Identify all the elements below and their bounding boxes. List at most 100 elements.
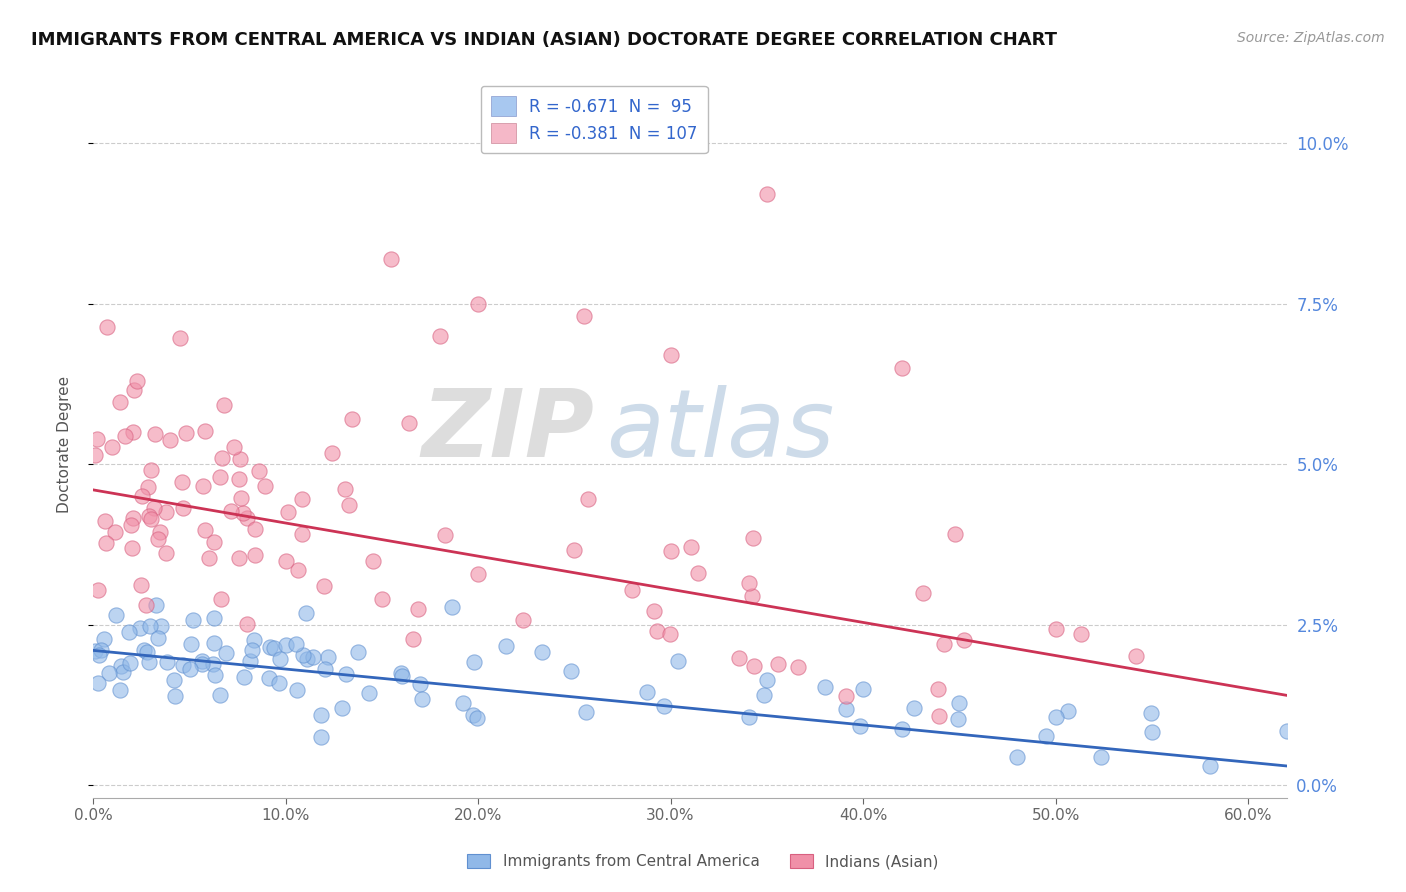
Point [215, 646, 238, 660]
Point [316, 649, 339, 664]
Point [135, 598, 157, 612]
Point [411, 692, 433, 706]
Point [149, 619, 172, 633]
Point [728, 651, 751, 665]
Point [389, 665, 412, 680]
Point [406, 601, 429, 615]
Point [285, 683, 308, 698]
Point [236, 616, 259, 631]
Point [946, 712, 969, 726]
Point [104, 524, 127, 539]
Point [181, 613, 204, 627]
Point [465, 711, 488, 725]
Point [813, 680, 835, 694]
Point [120, 656, 142, 670]
Point [645, 624, 668, 639]
Point [194, 424, 217, 438]
Point [335, 667, 357, 681]
Point [229, 491, 252, 505]
Point [287, 563, 309, 577]
Point [741, 589, 763, 603]
Point [148, 532, 170, 546]
Point [149, 524, 172, 539]
Point [89, 648, 111, 663]
Point [1070, 627, 1092, 641]
Point [228, 550, 250, 565]
Point [122, 425, 145, 440]
Point [1056, 704, 1078, 718]
Point [371, 592, 394, 607]
Point [1045, 710, 1067, 724]
Point [136, 479, 159, 493]
Point [943, 527, 966, 541]
Point [754, 688, 776, 702]
Point [1035, 730, 1057, 744]
Point [202, 635, 225, 649]
Text: Source: ZipAtlas.com: Source: ZipAtlas.com [1237, 31, 1385, 45]
Point [209, 688, 232, 702]
Point [114, 429, 136, 443]
Point [932, 637, 955, 651]
Text: atlas: atlas [606, 385, 835, 476]
Point [247, 464, 270, 478]
Text: ZIP: ZIP [422, 384, 595, 477]
Point [440, 600, 463, 615]
Point [755, 673, 778, 687]
Point [138, 656, 160, 670]
Point [163, 690, 186, 704]
Point [903, 701, 925, 715]
Point [228, 472, 250, 486]
Point [170, 475, 193, 490]
Point [145, 599, 167, 613]
Point [229, 452, 252, 467]
Point [232, 506, 254, 520]
Point [1005, 750, 1028, 764]
Point [312, 579, 335, 593]
Point [330, 700, 353, 714]
Point [90, 642, 112, 657]
Point [122, 383, 145, 397]
Point [267, 675, 290, 690]
Point [118, 624, 141, 639]
Point [98, 665, 121, 680]
Point [222, 440, 245, 454]
Point [890, 360, 912, 375]
Point [129, 621, 152, 635]
Point [208, 469, 231, 483]
Point [1198, 759, 1220, 773]
Point [233, 669, 256, 683]
Point [1125, 649, 1147, 664]
Point [666, 654, 689, 668]
Point [380, 252, 402, 266]
Point [129, 578, 152, 592]
Point [333, 482, 356, 496]
Point [337, 498, 360, 512]
Point [737, 576, 759, 591]
Point [209, 592, 232, 607]
Point [409, 677, 432, 691]
Point [467, 566, 489, 581]
Point [575, 705, 598, 719]
Point [174, 425, 197, 440]
Point [259, 640, 281, 654]
Point [179, 662, 201, 676]
Point [134, 643, 156, 657]
Point [110, 659, 132, 673]
Point [361, 554, 384, 568]
Point [314, 662, 336, 676]
Point [621, 582, 644, 597]
Point [263, 640, 285, 655]
Legend: Immigrants from Central America, Indians (Asian): Immigrants from Central America, Indians… [461, 848, 945, 875]
Point [658, 627, 681, 641]
Point [461, 707, 484, 722]
Point [191, 657, 214, 671]
Point [135, 644, 157, 658]
Point [766, 657, 789, 672]
Point [274, 638, 297, 652]
Point [576, 492, 599, 507]
Point [346, 645, 368, 659]
Point [172, 500, 194, 515]
Point [257, 671, 280, 685]
Point [202, 534, 225, 549]
Point [391, 669, 413, 683]
